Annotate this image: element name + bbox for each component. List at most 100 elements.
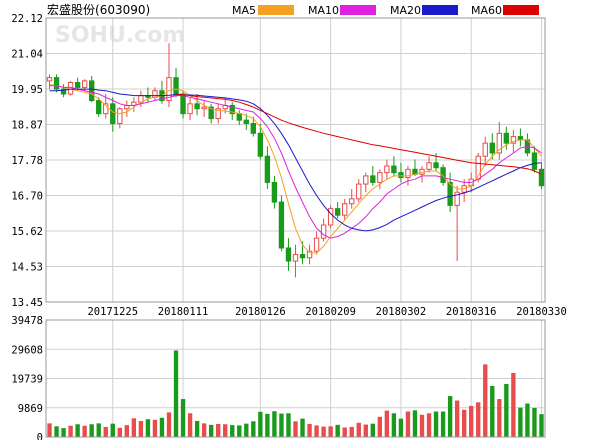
candle-body (517, 136, 524, 141)
date-tick-label: 20180302 (376, 306, 427, 318)
price-tick-label: 14.53 (11, 262, 43, 274)
candle-body (391, 165, 397, 174)
volume-bar (342, 427, 347, 437)
date-tick-label: 20180209 (305, 306, 356, 318)
candle-body (173, 77, 179, 95)
candle-body (447, 181, 453, 206)
candle-body (426, 162, 432, 170)
volume-bar (476, 402, 481, 437)
volume-bar (300, 418, 305, 437)
volume-bar (187, 413, 193, 437)
volume-bar (328, 426, 333, 437)
legend-swatch-ma20 (422, 5, 458, 15)
volume-bar (61, 428, 66, 437)
candle-body (334, 208, 341, 216)
candle-body (208, 106, 214, 120)
volume-bar (131, 418, 137, 437)
volume-bar (454, 400, 460, 437)
candle-body (510, 136, 517, 144)
volume-bar (258, 411, 263, 437)
volume-bar (68, 425, 73, 437)
stock-name: 宏盛股份 (47, 2, 95, 17)
candle-body (60, 88, 67, 95)
volume-bar (497, 399, 502, 437)
legend-label-ma10: MA10 (308, 4, 339, 17)
candle-body (194, 103, 200, 110)
candle-body (180, 93, 186, 115)
volume-bar (201, 423, 207, 437)
volume-bar (208, 424, 214, 437)
volume-bar (265, 413, 270, 437)
candle-body (201, 106, 207, 110)
candlesticks (46, 43, 545, 278)
candle-body (538, 168, 545, 187)
candle-body (74, 82, 81, 88)
ma60-line (175, 93, 542, 175)
ma10-line (49, 85, 542, 239)
candle-body (152, 90, 158, 98)
price-axis: 22.12 21.04 19.95 18.87 17.78 16.70 15.62 14.53… (11, 13, 43, 309)
volume-bar (159, 417, 165, 437)
candle-body (257, 132, 264, 157)
watermark: SOHU.com (55, 23, 185, 48)
candle-body (236, 113, 242, 121)
volume-bar (173, 350, 179, 437)
candle-body (299, 254, 306, 259)
candle-body (377, 172, 383, 183)
ma20-line (49, 88, 542, 232)
volume-bar (216, 423, 221, 437)
legend-label-ma20: MA20 (390, 4, 421, 17)
date-tick-label: 20180330 (516, 306, 567, 318)
candle-body (349, 198, 355, 205)
volume-bar (96, 423, 101, 437)
price-frame (45, 17, 546, 303)
volume-bar (349, 426, 354, 437)
candle-body (46, 77, 53, 82)
candle-body (531, 152, 538, 170)
price-tick-label: 19.95 (11, 84, 43, 96)
volume-bar (370, 423, 375, 437)
moving-averages (49, 83, 542, 254)
candle-body (482, 142, 488, 157)
volume-bar (377, 416, 383, 437)
volume-bar (279, 413, 284, 437)
volume-bar (461, 409, 467, 437)
price-tick-label: 18.87 (11, 120, 43, 132)
candle-body (306, 250, 313, 259)
candle-body (440, 167, 446, 183)
candle-body (229, 104, 235, 115)
volume-tick-label: 39478 (11, 315, 43, 327)
volume-bar (511, 372, 516, 437)
volume-bar (356, 422, 361, 437)
volume-bar (525, 403, 530, 437)
candle-body (264, 155, 271, 183)
volume-bar (398, 418, 404, 437)
candle-body (243, 119, 249, 124)
volume-bars (47, 350, 544, 437)
candle-body (278, 201, 285, 249)
volume-bar (335, 424, 340, 437)
volume-bar (469, 405, 474, 437)
volume-bar (363, 424, 368, 437)
candle-body (384, 165, 390, 174)
volume-bar (518, 407, 523, 437)
date-tick-label: 20171225 (87, 306, 138, 318)
candle-body (496, 132, 502, 154)
price-tick-label: 15.62 (11, 226, 43, 238)
volume-bar (419, 414, 425, 437)
volume-bar (321, 426, 326, 437)
volume-tick-label: 19739 (11, 374, 43, 386)
volume-bar (251, 421, 256, 437)
candle-body (250, 122, 257, 134)
volume-bar (117, 427, 122, 437)
legend-swatch-ma60 (503, 5, 539, 15)
volume-bar (194, 420, 200, 437)
price-tick-label: 21.04 (11, 49, 43, 61)
volume-bar (286, 413, 291, 437)
candle-body (292, 254, 299, 262)
volume-bar (223, 424, 228, 437)
date-tick-label: 20180316 (446, 306, 497, 318)
candle-body (89, 80, 95, 102)
candle-body (96, 100, 102, 115)
